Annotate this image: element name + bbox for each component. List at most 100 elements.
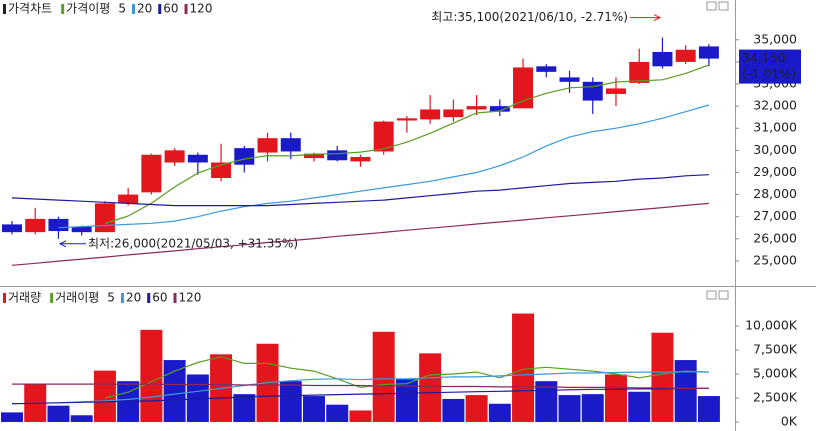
volume-bar bbox=[697, 396, 720, 422]
moving-average-line bbox=[11, 370, 709, 405]
volume-bar bbox=[349, 410, 372, 422]
candle-body bbox=[303, 153, 324, 159]
legend-entry: 20 bbox=[126, 291, 141, 305]
volume-bar bbox=[674, 360, 697, 422]
high-annotation: 최고:35,100(2021/06/10, -2.71%) bbox=[431, 10, 628, 24]
volume-bar bbox=[302, 396, 325, 422]
moving-average-line bbox=[11, 387, 709, 405]
candle-body bbox=[513, 67, 534, 109]
window-buttons bbox=[706, 1, 729, 300]
candle-body bbox=[164, 150, 185, 163]
moving-average-line bbox=[11, 174, 709, 207]
volume-bar bbox=[535, 381, 558, 422]
current-change: (-1.01%) bbox=[742, 66, 796, 81]
candle-body bbox=[48, 218, 69, 232]
close-button[interactable] bbox=[718, 1, 729, 11]
low-annotation: 최저:26,000(2021/05/03, +31.35%) bbox=[88, 236, 298, 250]
y-tick-label: 10,000K bbox=[745, 318, 798, 333]
candle-body bbox=[698, 46, 719, 59]
volume-bar bbox=[604, 374, 627, 422]
candle-body bbox=[582, 81, 603, 101]
volume-bar bbox=[651, 332, 674, 422]
volume-bar bbox=[93, 370, 116, 422]
volume-bar bbox=[1, 412, 23, 422]
y-tick-label: 27,000 bbox=[753, 208, 797, 223]
legend-title: 가격차트 bbox=[8, 2, 52, 16]
candle-body bbox=[187, 154, 208, 163]
volume-bar bbox=[465, 395, 488, 422]
volume-bar bbox=[326, 404, 349, 422]
volume-bar bbox=[233, 394, 256, 422]
y-tick-label: 35,000 bbox=[753, 31, 797, 46]
candle-body bbox=[141, 154, 162, 193]
moving-average-line bbox=[12, 383, 709, 389]
minimize-button[interactable] bbox=[706, 290, 717, 300]
candle-body bbox=[350, 156, 371, 162]
current-price-box bbox=[739, 49, 801, 84]
volume-bar bbox=[163, 360, 186, 422]
volume-bar bbox=[186, 374, 209, 422]
y-tick-label: 25,000 bbox=[753, 252, 797, 267]
volume-bar bbox=[581, 394, 604, 422]
moving-average-line bbox=[104, 64, 710, 225]
annotation-arrowhead bbox=[653, 14, 662, 22]
candle-body bbox=[629, 61, 650, 83]
legend-entry: 5 bbox=[118, 2, 126, 16]
y-tick-label: 5,000K bbox=[753, 365, 798, 380]
legend-entry: 120 bbox=[190, 2, 213, 16]
current-price: 34,150 bbox=[742, 50, 786, 65]
legend-ma-title: 가격이평 bbox=[66, 2, 110, 16]
legend-marker bbox=[158, 4, 162, 14]
y-tick-label: 26,000 bbox=[753, 230, 797, 245]
y-tick-label: 0K bbox=[781, 413, 798, 428]
minimize-button[interactable] bbox=[706, 1, 717, 11]
volume-bar bbox=[512, 313, 535, 422]
legend-marker bbox=[131, 4, 135, 14]
legend-marker bbox=[3, 4, 6, 14]
legend-marker bbox=[50, 293, 54, 303]
y-tick-label: 28,000 bbox=[753, 186, 797, 201]
candle-body bbox=[443, 109, 464, 118]
legend-title: 거래량 bbox=[8, 291, 41, 305]
legend-marker bbox=[61, 4, 65, 14]
candle-body bbox=[257, 138, 278, 153]
volume-bar bbox=[442, 398, 465, 422]
candle-body bbox=[536, 66, 557, 72]
legend-marker bbox=[173, 293, 177, 303]
volume-bar bbox=[279, 381, 302, 422]
volume-bar bbox=[628, 391, 651, 422]
close-button[interactable] bbox=[718, 290, 729, 300]
candle-body bbox=[234, 148, 255, 165]
legend-marker bbox=[120, 293, 124, 303]
y-tick-label: 32,000 bbox=[753, 98, 797, 113]
candle-body bbox=[675, 49, 696, 62]
candle-body bbox=[489, 106, 510, 112]
candle-body bbox=[373, 121, 394, 152]
y-tick-label: 2,500K bbox=[753, 389, 798, 404]
volume-bar bbox=[419, 353, 442, 422]
candle-body bbox=[327, 150, 348, 161]
candle-body bbox=[420, 109, 441, 120]
candle-body bbox=[559, 77, 580, 82]
legend-marker bbox=[147, 293, 151, 303]
candle-body bbox=[94, 203, 115, 233]
legend-marker bbox=[184, 4, 188, 14]
volume-bar bbox=[395, 379, 418, 422]
y-tick-label: 30,000 bbox=[753, 142, 797, 157]
legend-entry: 120 bbox=[179, 291, 202, 305]
legend-entry: 20 bbox=[137, 2, 152, 16]
volume-bar bbox=[140, 329, 163, 422]
annotation-arrowhead bbox=[58, 240, 67, 248]
legend-entry: 60 bbox=[163, 2, 178, 16]
candle-body bbox=[2, 224, 22, 233]
candle-body bbox=[466, 106, 487, 110]
volume-bar bbox=[372, 331, 395, 422]
legend-entry: 5 bbox=[107, 291, 115, 305]
moving-average-line bbox=[58, 104, 710, 229]
volume-bar bbox=[47, 405, 70, 422]
candle-body bbox=[118, 194, 139, 204]
volume-bar bbox=[70, 415, 93, 422]
